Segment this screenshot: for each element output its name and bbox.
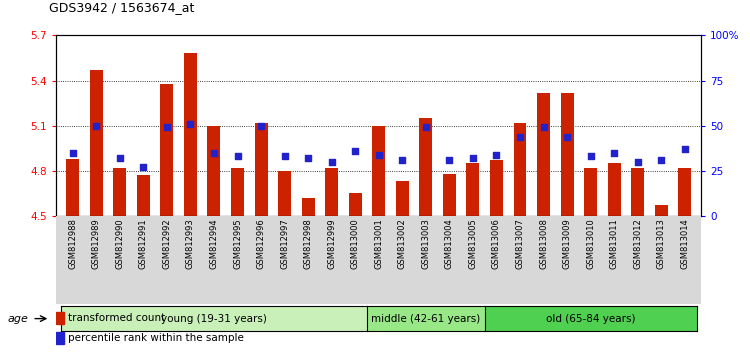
Point: [584, 154, 596, 159]
Bar: [655, 205, 668, 216]
Text: GSM812994: GSM812994: [209, 218, 218, 269]
Bar: [56, 332, 64, 344]
Bar: [514, 122, 526, 216]
Point: [232, 154, 244, 159]
Text: GSM813004: GSM813004: [445, 218, 454, 269]
Bar: [560, 92, 574, 216]
Bar: [278, 171, 291, 216]
Point: [656, 157, 668, 163]
Bar: [608, 163, 621, 216]
Bar: [349, 193, 361, 216]
Point: [184, 121, 196, 127]
Bar: [443, 174, 456, 216]
Bar: [367, 306, 484, 331]
Point: [90, 123, 102, 129]
Text: GSM813014: GSM813014: [680, 218, 689, 269]
Bar: [302, 198, 314, 216]
Bar: [490, 160, 503, 216]
Point: [443, 157, 455, 163]
Point: [514, 134, 526, 139]
Text: GSM812990: GSM812990: [116, 218, 124, 269]
Bar: [484, 306, 697, 331]
Point: [161, 125, 173, 130]
Text: GSM813011: GSM813011: [610, 218, 619, 269]
Text: GSM813005: GSM813005: [469, 218, 478, 269]
Bar: [254, 122, 268, 216]
Text: GSM812996: GSM812996: [256, 218, 265, 269]
Text: GSM812992: GSM812992: [163, 218, 172, 269]
Text: GSM813000: GSM813000: [351, 218, 360, 269]
Bar: [396, 181, 409, 216]
Text: percentile rank within the sample: percentile rank within the sample: [68, 333, 244, 343]
Point: [350, 148, 361, 154]
Point: [632, 159, 644, 165]
Point: [255, 123, 267, 129]
Text: GSM813009: GSM813009: [562, 218, 572, 269]
Text: middle (42-61 years): middle (42-61 years): [371, 314, 481, 324]
Point: [561, 134, 573, 139]
Point: [114, 155, 126, 161]
Text: GSM813002: GSM813002: [398, 218, 406, 269]
Point: [467, 155, 479, 161]
Text: GSM813001: GSM813001: [374, 218, 383, 269]
Bar: [56, 216, 701, 304]
Bar: [90, 70, 103, 216]
Bar: [66, 159, 80, 216]
Bar: [537, 92, 550, 216]
Bar: [466, 163, 479, 216]
Text: GDS3942 / 1563674_at: GDS3942 / 1563674_at: [49, 1, 194, 14]
Text: GSM812993: GSM812993: [186, 218, 195, 269]
Bar: [136, 175, 150, 216]
Bar: [231, 168, 244, 216]
Text: GSM812997: GSM812997: [280, 218, 289, 269]
Point: [67, 150, 79, 155]
Bar: [372, 126, 386, 216]
Point: [538, 125, 550, 130]
Bar: [61, 306, 367, 331]
Text: GSM813006: GSM813006: [492, 218, 501, 269]
Text: GSM813013: GSM813013: [657, 218, 666, 269]
Bar: [160, 84, 173, 216]
Text: GSM812988: GSM812988: [68, 218, 77, 269]
Text: transformed count: transformed count: [68, 313, 165, 323]
Bar: [184, 53, 197, 216]
Point: [208, 150, 220, 155]
Point: [490, 152, 502, 158]
Point: [679, 146, 691, 152]
Text: GSM812989: GSM812989: [92, 218, 100, 269]
Text: GSM813007: GSM813007: [515, 218, 524, 269]
Bar: [326, 168, 338, 216]
Bar: [208, 126, 220, 216]
Text: GSM812999: GSM812999: [327, 218, 336, 269]
Text: GSM812998: GSM812998: [304, 218, 313, 269]
Point: [608, 150, 620, 155]
Bar: [678, 168, 692, 216]
Text: GSM813003: GSM813003: [422, 218, 430, 269]
Bar: [56, 312, 64, 324]
Point: [373, 152, 385, 158]
Point: [396, 157, 408, 163]
Point: [326, 159, 338, 165]
Bar: [419, 118, 432, 216]
Text: GSM813010: GSM813010: [586, 218, 595, 269]
Text: GSM812995: GSM812995: [233, 218, 242, 269]
Point: [302, 155, 314, 161]
Point: [278, 154, 290, 159]
Text: young (19-31 years): young (19-31 years): [161, 314, 267, 324]
Bar: [584, 168, 597, 216]
Bar: [113, 168, 126, 216]
Text: old (65-84 years): old (65-84 years): [546, 314, 635, 324]
Text: GSM813008: GSM813008: [539, 218, 548, 269]
Text: GSM812991: GSM812991: [139, 218, 148, 269]
Point: [137, 164, 149, 170]
Point: [420, 125, 432, 130]
Text: age: age: [8, 314, 28, 324]
Bar: [632, 168, 644, 216]
Text: GSM813012: GSM813012: [633, 218, 642, 269]
